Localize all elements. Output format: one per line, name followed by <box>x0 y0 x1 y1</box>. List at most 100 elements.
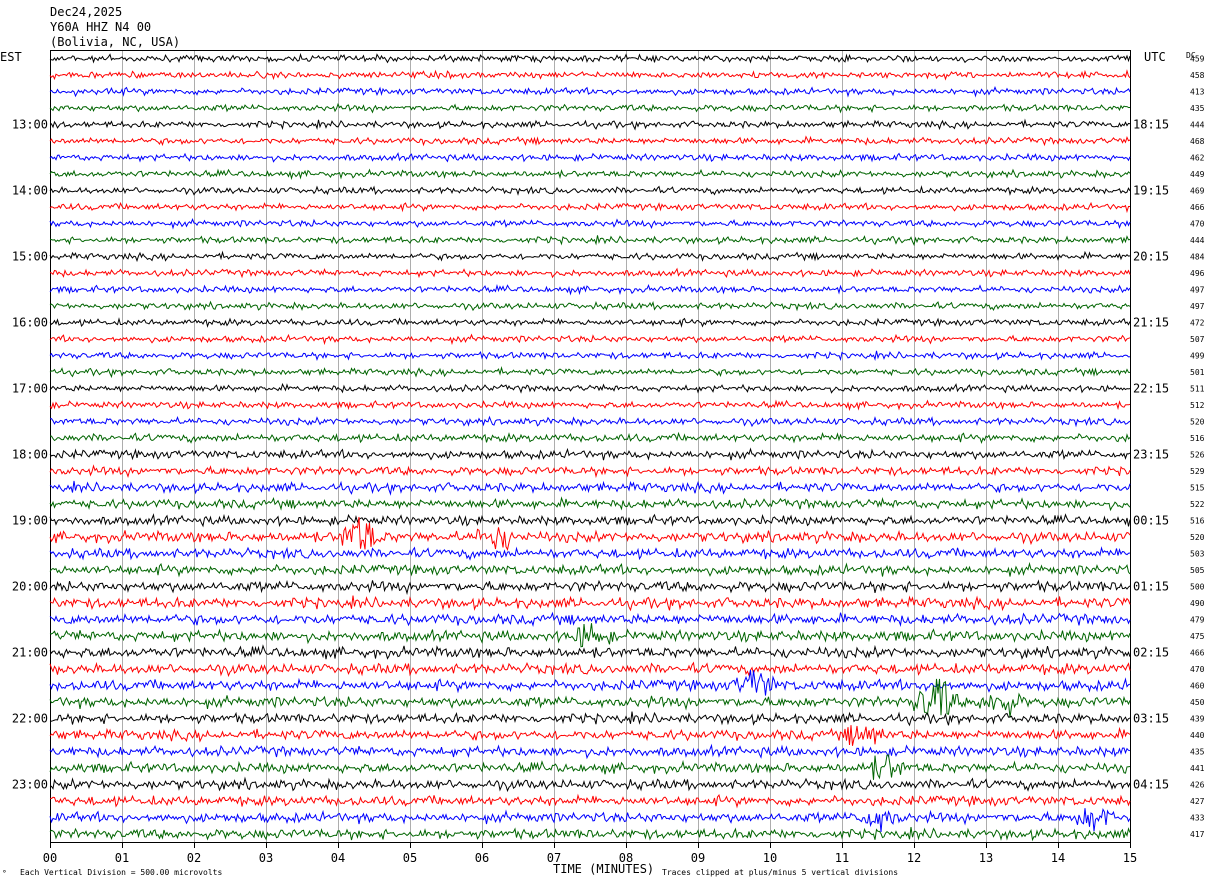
dc-offset-value: 503 <box>1190 550 1205 559</box>
trace-row-44 <box>49 776 1131 793</box>
trace-row-4 <box>49 118 1131 131</box>
trace-row-11 <box>49 235 1131 247</box>
dc-offset-value: 520 <box>1190 418 1205 427</box>
left-hour-label: 17:00 <box>12 382 48 396</box>
dc-offset-value: 507 <box>1190 335 1205 344</box>
right-hour-label: 22:15 <box>1133 382 1169 396</box>
x-tick-label: 09 <box>691 851 705 865</box>
trace-row-38 <box>49 669 1131 696</box>
trace-row-9 <box>49 201 1130 214</box>
right-timezone-label: UTC <box>1144 50 1166 64</box>
left-hour-label: 15:00 <box>12 250 48 264</box>
right-hour-label: 03:15 <box>1133 712 1169 726</box>
trace-row-17 <box>49 333 1131 346</box>
dc-offset-value: 479 <box>1190 616 1205 625</box>
trace-row-2 <box>49 86 1131 98</box>
left-hour-label: 23:00 <box>12 778 48 792</box>
dc-offset-value: 427 <box>1190 797 1205 806</box>
dc-offset-value: 505 <box>1190 566 1205 575</box>
dc-offset-value: 470 <box>1190 665 1205 674</box>
trace-row-34 <box>49 611 1131 628</box>
dc-offset-value: 444 <box>1190 236 1205 245</box>
trace-row-20 <box>49 382 1131 394</box>
dc-offset-value: 469 <box>1190 187 1205 196</box>
trace-row-41 <box>49 725 1131 746</box>
trace-row-25 <box>49 464 1131 479</box>
x-tick-label: 11 <box>835 851 849 865</box>
dc-offset-value: 417 <box>1190 830 1205 839</box>
corner-mark: ° <box>2 869 7 878</box>
dc-offset-value: 516 <box>1190 517 1205 526</box>
dc-offset-value: 516 <box>1190 434 1205 443</box>
trace-row-37 <box>49 661 1131 678</box>
header-location: (Bolivia, NC, USA) <box>50 35 180 49</box>
dc-offset-value: 440 <box>1190 731 1205 740</box>
dc-offset-value: 500 <box>1190 583 1205 592</box>
trace-row-27 <box>49 496 1131 512</box>
trace-row-30 <box>49 546 1131 561</box>
right-hour-label: 01:15 <box>1133 580 1169 594</box>
trace-row-7 <box>49 168 1131 181</box>
right-hour-label: 04:15 <box>1133 778 1169 792</box>
dc-offset-value: 426 <box>1190 781 1205 790</box>
dc-offset-value: 520 <box>1190 533 1205 542</box>
dc-offset-value: 484 <box>1190 253 1205 262</box>
x-axis-title: TIME (MINUTES) <box>553 862 654 876</box>
x-tick-label: 10 <box>763 851 777 865</box>
x-tick-label: 02 <box>187 851 201 865</box>
left-hour-label: 18:00 <box>12 448 48 462</box>
dc-offset-value: 499 <box>1190 352 1205 361</box>
trace-row-43 <box>49 754 1131 780</box>
right-hour-label: 20:15 <box>1133 250 1169 264</box>
left-hour-label: 19:00 <box>12 514 48 528</box>
dc-offset-value: 413 <box>1190 88 1205 97</box>
trace-row-22 <box>49 415 1131 428</box>
trace-row-8 <box>49 185 1131 196</box>
dc-offset-value: 475 <box>1190 632 1205 641</box>
trace-row-15 <box>49 300 1131 312</box>
x-tick-label: 04 <box>331 851 345 865</box>
dc-offset-value: 466 <box>1190 649 1205 658</box>
trace-row-26 <box>49 480 1131 496</box>
right-hour-label: 00:15 <box>1133 514 1169 528</box>
trace-row-33 <box>49 595 1131 612</box>
x-tick-label: 05 <box>403 851 417 865</box>
header-station: Y60A HHZ N4 00 <box>50 20 151 34</box>
trace-row-3 <box>49 102 1130 114</box>
dc-offset-value: 441 <box>1190 764 1205 773</box>
trace-row-5 <box>49 135 1131 147</box>
trace-row-39 <box>49 678 1131 718</box>
header-date: Dec24,2025 <box>50 5 122 19</box>
dc-offset-value: 501 <box>1190 368 1205 377</box>
trace-row-45 <box>49 793 1131 809</box>
x-tick-label: 12 <box>907 851 921 865</box>
trace-row-10 <box>49 218 1131 230</box>
dc-offset-value: 444 <box>1190 121 1205 130</box>
x-tick-label: 14 <box>1051 851 1065 865</box>
trace-row-6 <box>49 152 1131 163</box>
dc-offset-value: 460 <box>1190 682 1205 691</box>
dc-offset-value: 459 <box>1190 55 1205 64</box>
dc-offset-value: 511 <box>1190 385 1205 394</box>
trace-row-14 <box>49 284 1131 296</box>
dc-offset-value: 450 <box>1190 698 1205 707</box>
x-tick-label: 03 <box>259 851 273 865</box>
x-tick-label: 08 <box>619 851 633 865</box>
dc-offset-value: 526 <box>1190 451 1205 460</box>
trace-row-13 <box>49 267 1131 279</box>
dc-offset-value: 435 <box>1190 748 1205 757</box>
trace-row-47 <box>49 827 1131 842</box>
left-hour-label: 14:00 <box>12 184 48 198</box>
trace-row-23 <box>50 431 1131 445</box>
dc-offset-value: 512 <box>1190 401 1205 410</box>
dc-offset-value: 472 <box>1190 319 1205 328</box>
dc-offset-value: 466 <box>1190 203 1205 212</box>
dc-label: DC <box>1186 51 1196 60</box>
right-hour-label: 21:15 <box>1133 316 1169 330</box>
x-tick-label: 15 <box>1123 851 1137 865</box>
trace-row-16 <box>49 317 1131 328</box>
trace-row-12 <box>49 250 1131 263</box>
x-tick-label: 06 <box>475 851 489 865</box>
dc-offset-value: 515 <box>1190 484 1205 493</box>
